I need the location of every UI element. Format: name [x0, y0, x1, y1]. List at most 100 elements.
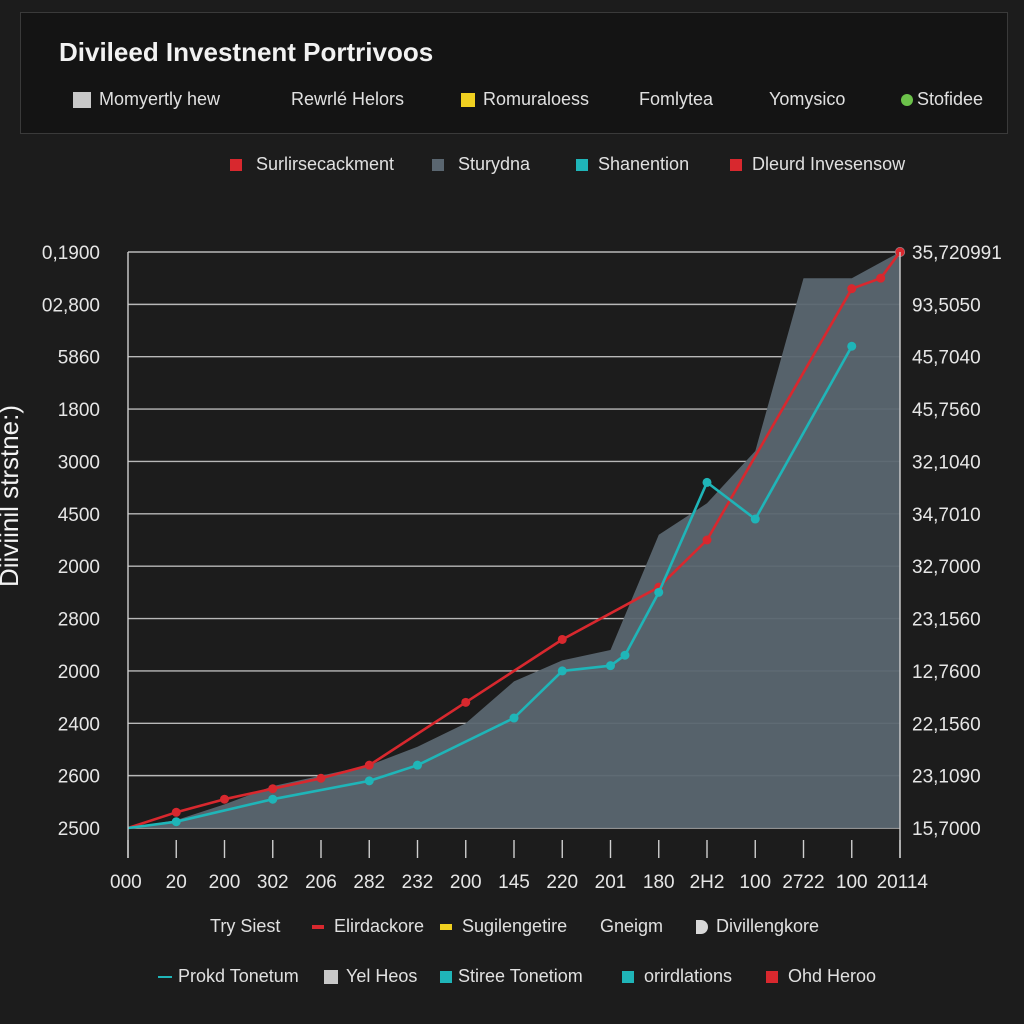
bottom-legend-item: Gneigm [600, 916, 663, 937]
data-point [220, 794, 229, 804]
bottom-legend-item: Stiree Tonetiom [440, 966, 583, 987]
bottom-legend-item: orirdlations [622, 966, 732, 987]
legend-line-icon [158, 975, 172, 978]
x-tick-label: 302 [257, 872, 289, 893]
data-point [268, 784, 278, 794]
x-tick-label: 200 [450, 872, 482, 893]
bottom-legend-item: Prokd Tonetum [158, 966, 299, 987]
x-tick-label: 180 [643, 872, 675, 893]
bottom-legend-1: Try Siest Elirdackore Sugilengetire Gnei… [0, 916, 1024, 944]
tick-labels: 0,1900 35,720991 02,800 93,5050 5860 45,7040 1… [42, 243, 1002, 893]
y-right-tick-label: 32,7000 [912, 557, 981, 578]
x-tick-label: 232 [402, 872, 434, 893]
legend-label: Dleurd Invesensow [752, 154, 906, 174]
data-point [557, 666, 567, 676]
y-left-tick-label: 2400 [58, 714, 100, 735]
x-tick-label: 145 [498, 872, 530, 893]
legend-label: Yel Heos [346, 966, 418, 986]
y-left-tick-label: 0,1900 [42, 243, 100, 264]
d-shape-icon [696, 919, 708, 934]
legend-label: Gneigm [600, 916, 664, 936]
legend-square-icon [766, 970, 778, 983]
y-right-tick-label: 22,1560 [912, 714, 981, 735]
x-tick-label: 100 [739, 872, 771, 893]
data-point [702, 477, 712, 487]
legend-square-icon [622, 970, 634, 983]
y-axis-label: Diiviinil strstne:) [0, 405, 24, 587]
x-tick-label: 206 [305, 872, 337, 893]
data-point [876, 273, 886, 283]
legend-square-icon [730, 158, 742, 171]
legend-square-icon [576, 158, 588, 171]
bottom-legend-item: Sugilengetire [440, 916, 567, 937]
bottom-legend-item: Elirdackore [312, 916, 424, 937]
legend-label: Divillengkore [716, 916, 820, 936]
bottom-legend-item: Yel Heos [324, 966, 417, 987]
legend-dash-icon [440, 923, 452, 930]
series-legend: Surlirsecackment Sturydna Shanention Dle… [0, 154, 1024, 182]
header-legend-item: Fomlytea [639, 89, 713, 110]
y-left-tick-label: 2000 [58, 662, 100, 683]
legend-label: Surlirsecackment [256, 154, 395, 174]
y-right-tick-label: 23,1560 [912, 610, 981, 631]
series-legend-item: Dleurd Invesensow [730, 154, 905, 175]
legend-square-icon [440, 970, 452, 983]
chart-title: Divileed Investnent Portrivoos [59, 37, 434, 67]
x-tick-label: 20 [166, 872, 187, 893]
series-legend-item: Shanention [576, 154, 689, 175]
series-legend-item: Sturydna [432, 154, 530, 175]
data-point [750, 514, 760, 524]
data-point [364, 760, 374, 770]
data-point [654, 587, 664, 597]
series-legend-item: Surlirsecackment [230, 154, 394, 175]
y-left-tick-label: 2600 [58, 767, 100, 788]
x-tick-label: 282 [353, 872, 385, 893]
header-legend-item: Stofidee [901, 89, 983, 110]
header-legend-item: Rewrlé Helors [291, 89, 404, 110]
header-legend-item: Momyertly hew [73, 89, 220, 110]
x-tick-label: 201 [595, 872, 627, 893]
area-series-layer [128, 247, 905, 828]
y-right-tick-label: 23,1090 [912, 767, 981, 788]
legend-label: Romuraloess [483, 89, 590, 109]
data-point [268, 794, 278, 804]
header-panel: Divileed Investnent Portrivoos Momyertly… [20, 12, 1008, 134]
legend-label: Sturydna [458, 154, 531, 174]
data-point [847, 284, 857, 294]
bottom-legend-item: Try Siest [210, 916, 280, 937]
y-right-tick-label: 93,5050 [912, 295, 981, 316]
legend-label: Ohd Heroo [788, 966, 877, 986]
x-tick-label: 100 [836, 872, 868, 893]
legend-label: orirdlations [644, 966, 733, 986]
legend-label: Stofidee [917, 89, 984, 109]
y-right-tick-label: 45,7560 [912, 400, 981, 421]
data-point [171, 817, 181, 827]
y-left-tick-label: 3000 [58, 452, 100, 473]
data-point [702, 535, 712, 545]
legend-label: Stiree Tonetiom [458, 966, 583, 986]
legend-label: Prokd Tonetum [178, 966, 299, 986]
data-point [413, 760, 422, 770]
y-right-tick-label: 34,7010 [912, 505, 981, 526]
legend-label: Momyertly hew [99, 89, 221, 109]
legend-dash-icon [312, 924, 324, 929]
x-tick-label: 2H2 [690, 872, 725, 893]
legend-dot-icon [901, 93, 913, 106]
area-series [128, 252, 900, 828]
legend-label: Elirdackore [334, 916, 425, 936]
y-right-tick-label: 45,7040 [912, 348, 981, 369]
data-point [171, 807, 181, 817]
y-left-tick-label: 1800 [58, 400, 100, 421]
legend-square-icon [73, 91, 91, 108]
y-right-tick-label: 12,7600 [912, 662, 981, 683]
legend-label: Rewrlé Helors [291, 89, 405, 109]
legend-square-icon [230, 158, 242, 171]
header-legend-item: Romuraloess [461, 89, 589, 110]
data-point [509, 713, 519, 723]
legend-label: Shanention [598, 154, 690, 174]
legend-square-icon [324, 969, 338, 984]
data-point [461, 697, 471, 707]
data-point [847, 341, 857, 351]
line-series-layer [127, 247, 905, 830]
